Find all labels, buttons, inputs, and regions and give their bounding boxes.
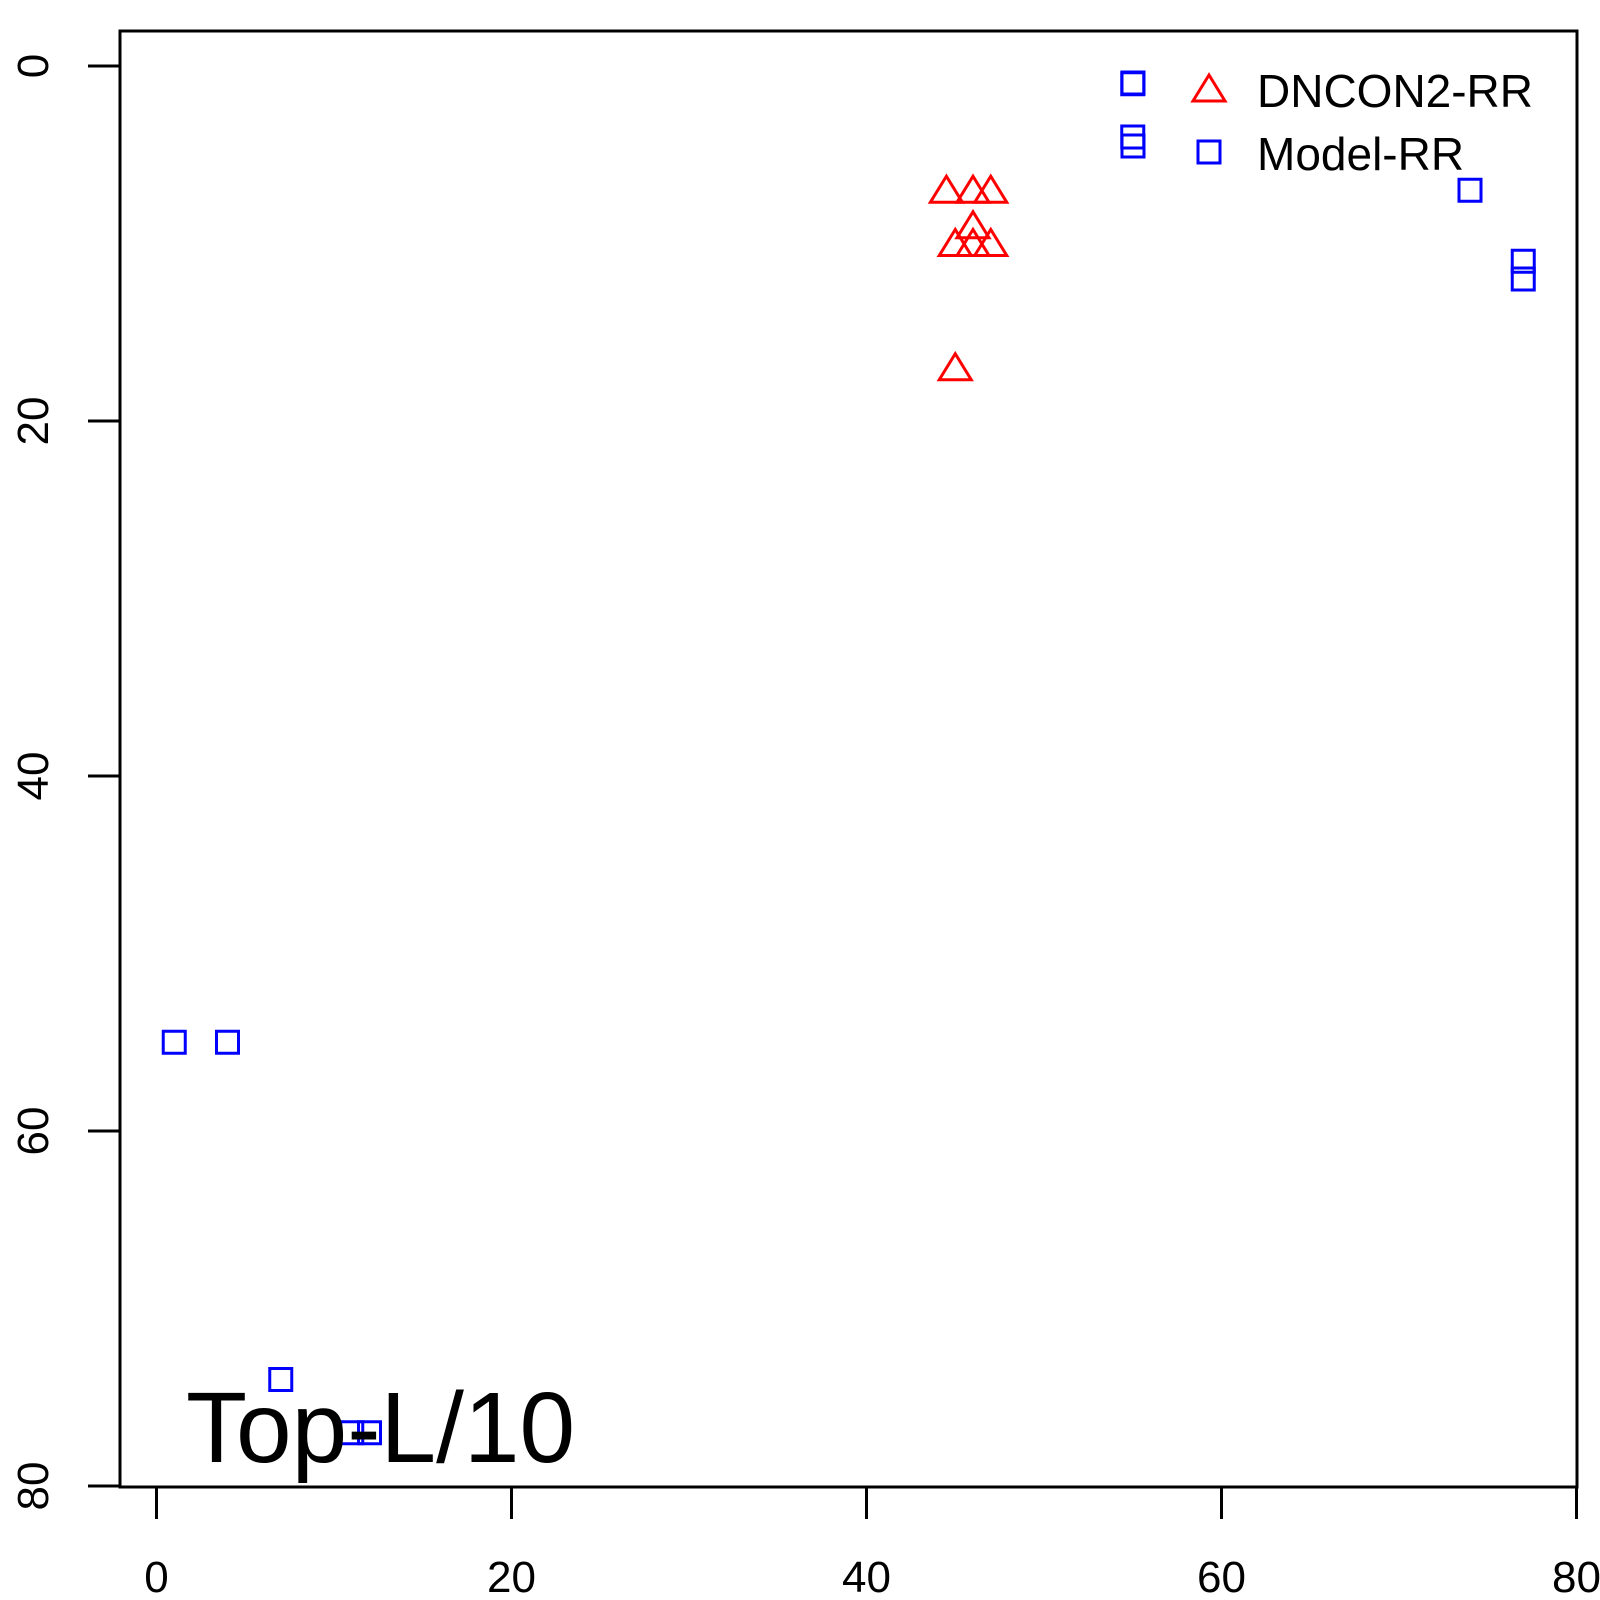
point-model-rr — [1120, 124, 1146, 150]
legend-extra-marker — [1120, 133, 1146, 159]
point-model-rr — [1510, 248, 1536, 274]
point-model-rr — [339, 1420, 365, 1446]
point-model-rr — [1120, 71, 1146, 97]
data-points — [161, 71, 1536, 1446]
y-axis: 0 20 40 60 80 — [9, 54, 122, 1511]
legend-label-dncon2-rr: DNCON2-RR — [1257, 65, 1533, 117]
point-model-rr — [357, 1420, 382, 1446]
legend: DNCON2-RR Model-RR — [1120, 65, 1533, 180]
y-tick-label: 40 — [9, 752, 58, 801]
point-model-rr — [215, 1029, 240, 1055]
point-model-rr — [161, 1029, 187, 1055]
x-tick-label: 60 — [1197, 1553, 1246, 1600]
point-dncon2-rr — [936, 350, 974, 382]
annotation-label: Top-L/10 — [186, 1372, 575, 1484]
point-dncon2-rr — [972, 226, 1010, 257]
point-model-rr — [268, 1367, 294, 1392]
x-tick-label: 0 — [144, 1553, 168, 1600]
y-tick-label: 20 — [9, 397, 58, 446]
x-axis: 0 20 40 60 80 — [144, 1485, 1600, 1600]
point-dncon2-rr — [927, 173, 966, 204]
point-model-rr — [1457, 177, 1483, 203]
y-tick-label: 60 — [9, 1107, 58, 1156]
legend-marker-model-rr — [1196, 139, 1222, 165]
point-dncon2-rr — [954, 208, 992, 240]
legend-label-model-rr: Model-RR — [1257, 128, 1464, 180]
point-model-rr — [1510, 266, 1536, 292]
x-tick-label: 20 — [487, 1553, 536, 1600]
plot-frame — [118, 29, 1579, 1489]
x-tick-label: 80 — [1552, 1553, 1600, 1600]
legend-extra-marker — [1120, 70, 1146, 96]
x-tick-label: 40 — [842, 1553, 891, 1600]
legend-marker-dncon2-rr — [1190, 72, 1228, 103]
y-tick-label: 80 — [9, 1462, 58, 1511]
point-dncon2-rr — [972, 173, 1010, 204]
y-tick-label: 0 — [9, 54, 58, 78]
